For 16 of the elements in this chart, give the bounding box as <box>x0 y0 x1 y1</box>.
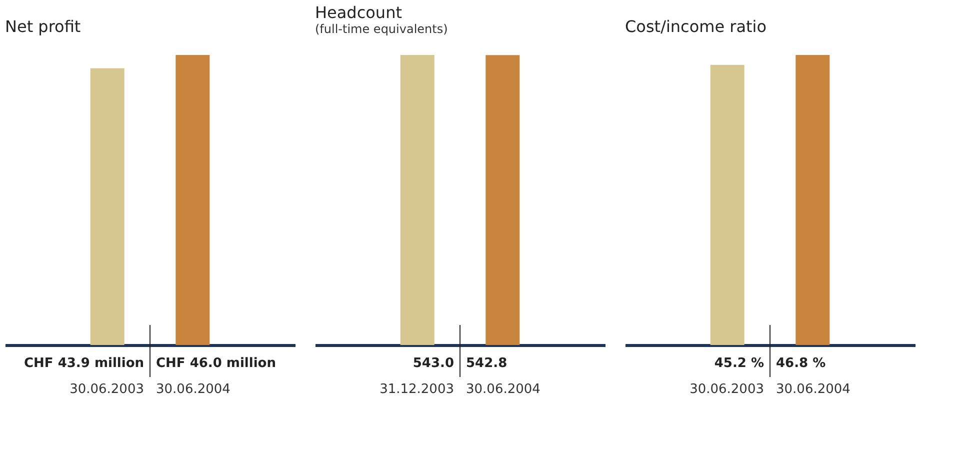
chart-title: Net profit <box>5 17 81 36</box>
x-tick-label: 30.06.2004 <box>466 382 540 397</box>
x-tick-label: 30.06.2004 <box>776 382 850 397</box>
data-label: 542.8 <box>466 356 508 371</box>
x-tick-label: 30.06.2004 <box>156 382 230 397</box>
chart-title: Cost/income ratio <box>625 17 767 36</box>
data-label: 543.0 <box>412 356 454 371</box>
x-tick-label: 31.12.2003 <box>380 382 454 397</box>
data-label: 46.8 % <box>776 356 826 371</box>
chart-title: Headcount <box>315 3 402 22</box>
data-label: CHF 43.9 million <box>24 356 144 371</box>
x-tick-label: 30.06.2003 <box>690 382 764 397</box>
data-label: 45.2 % <box>714 356 764 371</box>
chart-subtitle: (full-time equivalents) <box>315 22 448 36</box>
data-label: CHF 46.0 million <box>156 356 276 371</box>
x-tick-label: 30.06.2003 <box>70 382 144 397</box>
